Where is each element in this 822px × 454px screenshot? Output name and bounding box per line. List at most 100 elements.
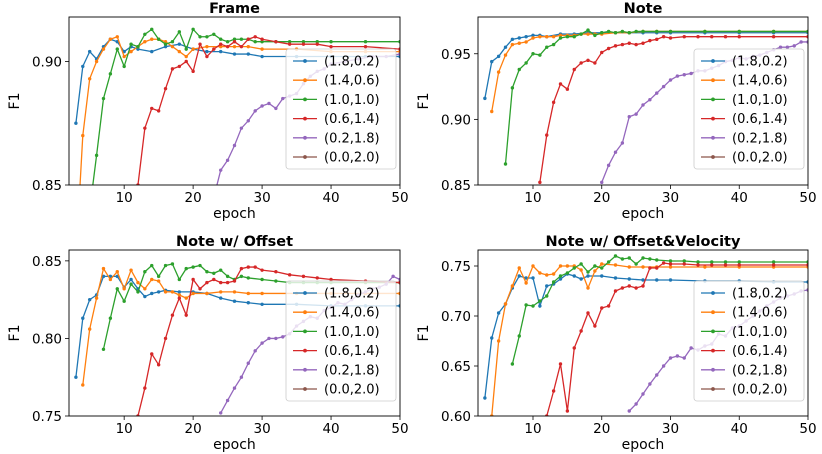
- legend-swatch-marker: [711, 367, 715, 372]
- legend-label: (0.6,1.4): [324, 344, 380, 359]
- data-point: [634, 286, 638, 290]
- data-point: [517, 274, 521, 278]
- data-point: [329, 44, 333, 49]
- data-point: [205, 270, 209, 274]
- data-point: [170, 67, 175, 71]
- data-point: [510, 37, 515, 42]
- data-point: [274, 279, 278, 283]
- data-point: [260, 104, 264, 108]
- data-point: [627, 284, 631, 288]
- data-point: [281, 335, 285, 339]
- y-tick-label: 0.65: [441, 359, 471, 375]
- data-point: [655, 258, 659, 262]
- data-point: [524, 34, 528, 39]
- data-point: [281, 96, 285, 101]
- data-point: [524, 303, 528, 307]
- data-point: [81, 383, 85, 387]
- data-point: [606, 260, 611, 264]
- data-point: [129, 42, 133, 46]
- data-point: [219, 49, 223, 54]
- legend-entry: (1.0,1.0): [293, 93, 380, 108]
- data-point: [572, 346, 576, 350]
- data-point: [737, 260, 741, 264]
- data-point: [260, 40, 264, 44]
- legend-label: (1.0,1.0): [732, 93, 788, 108]
- data-point: [260, 341, 264, 345]
- data-point: [156, 363, 161, 367]
- data-point: [191, 69, 195, 74]
- data-point: [232, 52, 237, 56]
- panel-note-w-offset: Note w/ Offset 10 20 30 40 50 0.75 0.80 0.85 epoc…: [7, 234, 409, 453]
- y-axis-label: F1: [416, 93, 432, 110]
- data-point: [191, 265, 195, 269]
- data-point: [648, 382, 652, 386]
- legend-entry: (1.8,0.2): [293, 55, 380, 70]
- data-point: [129, 277, 133, 282]
- x-tick-label: 30: [253, 421, 270, 437]
- legend-label: (0.0,2.0): [324, 383, 380, 398]
- legend-swatch-marker: [303, 291, 307, 295]
- x-axis-label: epoch: [622, 206, 665, 222]
- legend-label: (1.0,1.0): [324, 325, 380, 340]
- data-point: [613, 150, 618, 154]
- legend-label: (1.8,0.2): [732, 287, 788, 302]
- data-point: [163, 290, 168, 294]
- axes-frame: [477, 16, 809, 186]
- data-point: [177, 293, 182, 297]
- data-point: [212, 271, 216, 275]
- data-point: [150, 291, 154, 296]
- data-point: [600, 266, 604, 270]
- data-point: [634, 112, 638, 116]
- data-point: [205, 44, 209, 49]
- y-tick-label: 0.80: [32, 331, 62, 347]
- data-point: [517, 334, 521, 338]
- data-point: [490, 336, 494, 340]
- data-point: [503, 45, 508, 49]
- series-line: [82, 266, 400, 386]
- data-point: [723, 263, 728, 267]
- data-point: [219, 168, 223, 172]
- series-1-4-0-6: [490, 262, 808, 416]
- data-point: [108, 72, 113, 76]
- x-tick-label: 30: [662, 190, 679, 206]
- data-point: [538, 180, 542, 185]
- panel-note-w-offset-velocity: Note w/ Offset&Velocity 10 20 30 40 50 0.60 0.6…: [416, 234, 817, 453]
- legend-swatch-marker: [303, 310, 307, 315]
- x-tick-label: 50: [391, 190, 408, 206]
- data-point: [253, 349, 257, 353]
- data-point: [136, 44, 140, 49]
- data-point: [219, 42, 223, 46]
- data-point: [184, 313, 188, 317]
- legend-label: (0.2,1.8): [324, 363, 380, 378]
- data-point: [593, 264, 597, 268]
- data-point: [246, 301, 250, 305]
- data-point: [81, 316, 85, 320]
- data-point: [572, 34, 576, 39]
- data-point: [122, 287, 126, 291]
- data-point: [232, 299, 237, 303]
- data-point: [634, 42, 638, 47]
- data-point: [655, 37, 659, 42]
- data-point: [572, 274, 576, 278]
- chart-title: Note: [624, 1, 663, 17]
- data-point: [184, 296, 188, 300]
- panel-note: Note 10 20 30 40 50 0.85 0.90 0.95 epoch F1 (1.8,0.…: [416, 1, 817, 222]
- data-point: [101, 96, 106, 101]
- data-point: [143, 126, 147, 130]
- data-point: [613, 31, 618, 35]
- data-point: [627, 256, 631, 260]
- legend-entry: (1.0,1.0): [701, 325, 788, 340]
- data-point: [606, 304, 611, 308]
- data-point: [232, 279, 237, 283]
- legend-box: [693, 280, 805, 402]
- legend-label: (1.4,0.6): [324, 306, 380, 321]
- data-point: [771, 260, 776, 264]
- legend-swatch-marker: [711, 348, 715, 353]
- data-point: [246, 52, 250, 56]
- data-point: [668, 78, 673, 82]
- data-point: [301, 274, 306, 279]
- legend-label: (0.2,1.8): [732, 131, 788, 146]
- data-point: [586, 270, 590, 274]
- data-point: [232, 143, 237, 148]
